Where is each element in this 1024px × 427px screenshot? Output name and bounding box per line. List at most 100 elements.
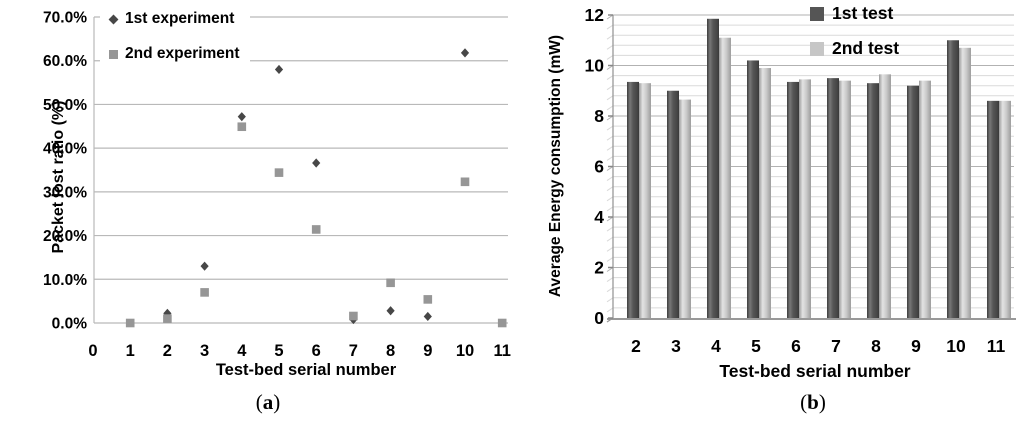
bar-1st-test xyxy=(867,83,879,318)
diamond-marker-icon xyxy=(108,14,119,24)
bar-2nd-test xyxy=(799,79,811,318)
x-tick-label: 4 xyxy=(237,342,247,360)
y-tick-label: 12 xyxy=(585,5,605,25)
bar-2nd-test xyxy=(959,47,971,318)
legend-item-2nd-experiment: 2nd experiment xyxy=(108,45,240,63)
legend-label: 1st test xyxy=(832,3,894,23)
data-point-square xyxy=(386,278,395,288)
bar-1st-test xyxy=(747,60,759,318)
legend-item-2nd-test: 2nd test xyxy=(810,38,899,59)
x-tick-label: 10 xyxy=(456,342,474,360)
chart-a-y-axis-title: Packet lost ratio (%) xyxy=(50,100,67,254)
legend-label: 2nd test xyxy=(832,38,900,58)
y-tick-label: 30.0% xyxy=(43,184,87,201)
chart-a-caption: (a) xyxy=(255,390,281,414)
x-tick-label: 9 xyxy=(423,342,432,360)
x-tick-label: 8 xyxy=(386,342,395,360)
bar-2nd-test xyxy=(919,80,931,319)
bars-1st-test xyxy=(627,18,999,318)
x-tick-label: 8 xyxy=(871,336,881,356)
data-point-diamond xyxy=(274,64,284,75)
x-tick-label: 7 xyxy=(831,336,841,356)
y-tick-label: 4 xyxy=(594,207,604,227)
chart-b-x-axis-title: Test-bed serial number xyxy=(719,361,911,381)
chart-b-panel: 0 2 4 6 8 10 12 2 3 4 5 6 7 8 9 10 11 Average Energy con… xyxy=(512,0,1024,427)
legend-item-1st-experiment: 1st experiment xyxy=(108,10,240,28)
dark-swatch-icon xyxy=(810,6,824,21)
bar-2nd-test xyxy=(839,80,851,319)
chart-a-x-axis-title: Test-bed serial number xyxy=(215,361,397,379)
x-tick-label: 11 xyxy=(493,342,510,360)
square-marker-icon xyxy=(109,49,118,59)
bar-1st-test xyxy=(627,81,639,318)
data-point-diamond xyxy=(386,306,395,316)
legend-label: 2nd experiment xyxy=(125,45,240,62)
x-tick-label: 3 xyxy=(671,336,681,356)
series-1st-experiment xyxy=(163,48,470,325)
y-tick-label: 2 xyxy=(594,258,604,278)
data-point-square xyxy=(274,168,284,177)
data-point-diamond xyxy=(460,48,470,58)
bar-1st-test xyxy=(787,81,799,318)
bar-1st-test xyxy=(827,78,839,318)
bar-1st-test xyxy=(707,18,719,318)
x-tick-label: 7 xyxy=(349,342,358,360)
bar-2nd-test xyxy=(679,99,691,319)
data-point-square xyxy=(237,122,247,132)
x-tick-label: 2 xyxy=(163,342,172,360)
data-point-square xyxy=(460,177,470,187)
data-point-diamond xyxy=(237,112,246,122)
x-tick-label: 10 xyxy=(946,336,966,356)
series-2nd-experiment xyxy=(125,122,507,328)
bar-1st-test xyxy=(907,85,919,318)
chart-b-plot: 0 2 4 6 8 10 12 2 3 4 5 6 7 8 9 10 11 xyxy=(585,5,1016,356)
chart-b-caption: (b) xyxy=(800,390,826,414)
bar-1st-test xyxy=(667,90,679,318)
data-point-square xyxy=(311,225,321,234)
chart-a-panel: 0.0% 10.0% 20.0% 30.0% 40.0% 50.0% 60.0% 70.0% 0… xyxy=(43,5,511,414)
x-tick-label: 9 xyxy=(911,336,921,356)
x-tick-labels: 2 3 4 5 6 7 8 9 10 11 xyxy=(631,336,1005,356)
data-point-square xyxy=(163,314,172,323)
chart-a-plot: 0.0%10.0%20.0%30.0%40.0%50.0%60.0%70.0%0… xyxy=(43,10,511,361)
chart-b-legend: 1st test 2nd test xyxy=(810,3,899,59)
bar-2nd-test xyxy=(639,83,651,318)
data-point-diamond xyxy=(200,261,209,271)
y-tick-label: 60.0% xyxy=(43,53,87,70)
y-tick-label: 50.0% xyxy=(43,97,87,114)
x-tick-label: 2 xyxy=(631,336,641,356)
y-tick-label: 70.0% xyxy=(43,10,87,27)
bar-2nd-test xyxy=(999,100,1011,318)
x-tick-label: 5 xyxy=(274,342,283,360)
bar-2nd-test xyxy=(879,74,891,319)
bar-2nd-test xyxy=(719,37,731,318)
data-point-square xyxy=(423,295,433,304)
x-tick-label: 6 xyxy=(312,342,321,360)
x-tick-label: 5 xyxy=(751,336,761,356)
light-swatch-icon xyxy=(810,41,824,56)
bar-2nd-test xyxy=(759,68,771,319)
y-tick-labels: 0.0% 10.0% 20.0% 30.0% 40.0% 50.0% 60.0% 70.0% xyxy=(43,10,87,333)
data-point-diamond xyxy=(163,308,172,318)
data-point-square xyxy=(349,311,358,321)
legend-item-1st-test: 1st test xyxy=(810,3,899,24)
y-tick-label: 20.0% xyxy=(43,228,87,245)
x-tick-label: 0 xyxy=(88,342,97,360)
y-tick-label: 0.0% xyxy=(52,316,88,333)
bar-1st-test xyxy=(947,40,959,318)
x-tick-label: 4 xyxy=(711,336,721,356)
y-tick-label: 6 xyxy=(594,157,604,177)
bar-1st-test xyxy=(987,100,999,318)
x-tick-label: 6 xyxy=(791,336,801,356)
y-tick-label: 40.0% xyxy=(43,141,87,158)
data-point-diamond xyxy=(423,311,432,322)
y-tick-label: 10.0% xyxy=(43,272,87,289)
bars-2nd-test xyxy=(639,37,1011,319)
data-point-square xyxy=(497,318,507,328)
data-point-square xyxy=(200,288,209,297)
x-tick-label: 1 xyxy=(126,342,135,360)
chart-a-legend: 1st experiment 2nd experiment xyxy=(100,5,250,68)
x-tick-label: 11 xyxy=(987,336,1006,356)
x-tick-label: 3 xyxy=(200,342,209,360)
